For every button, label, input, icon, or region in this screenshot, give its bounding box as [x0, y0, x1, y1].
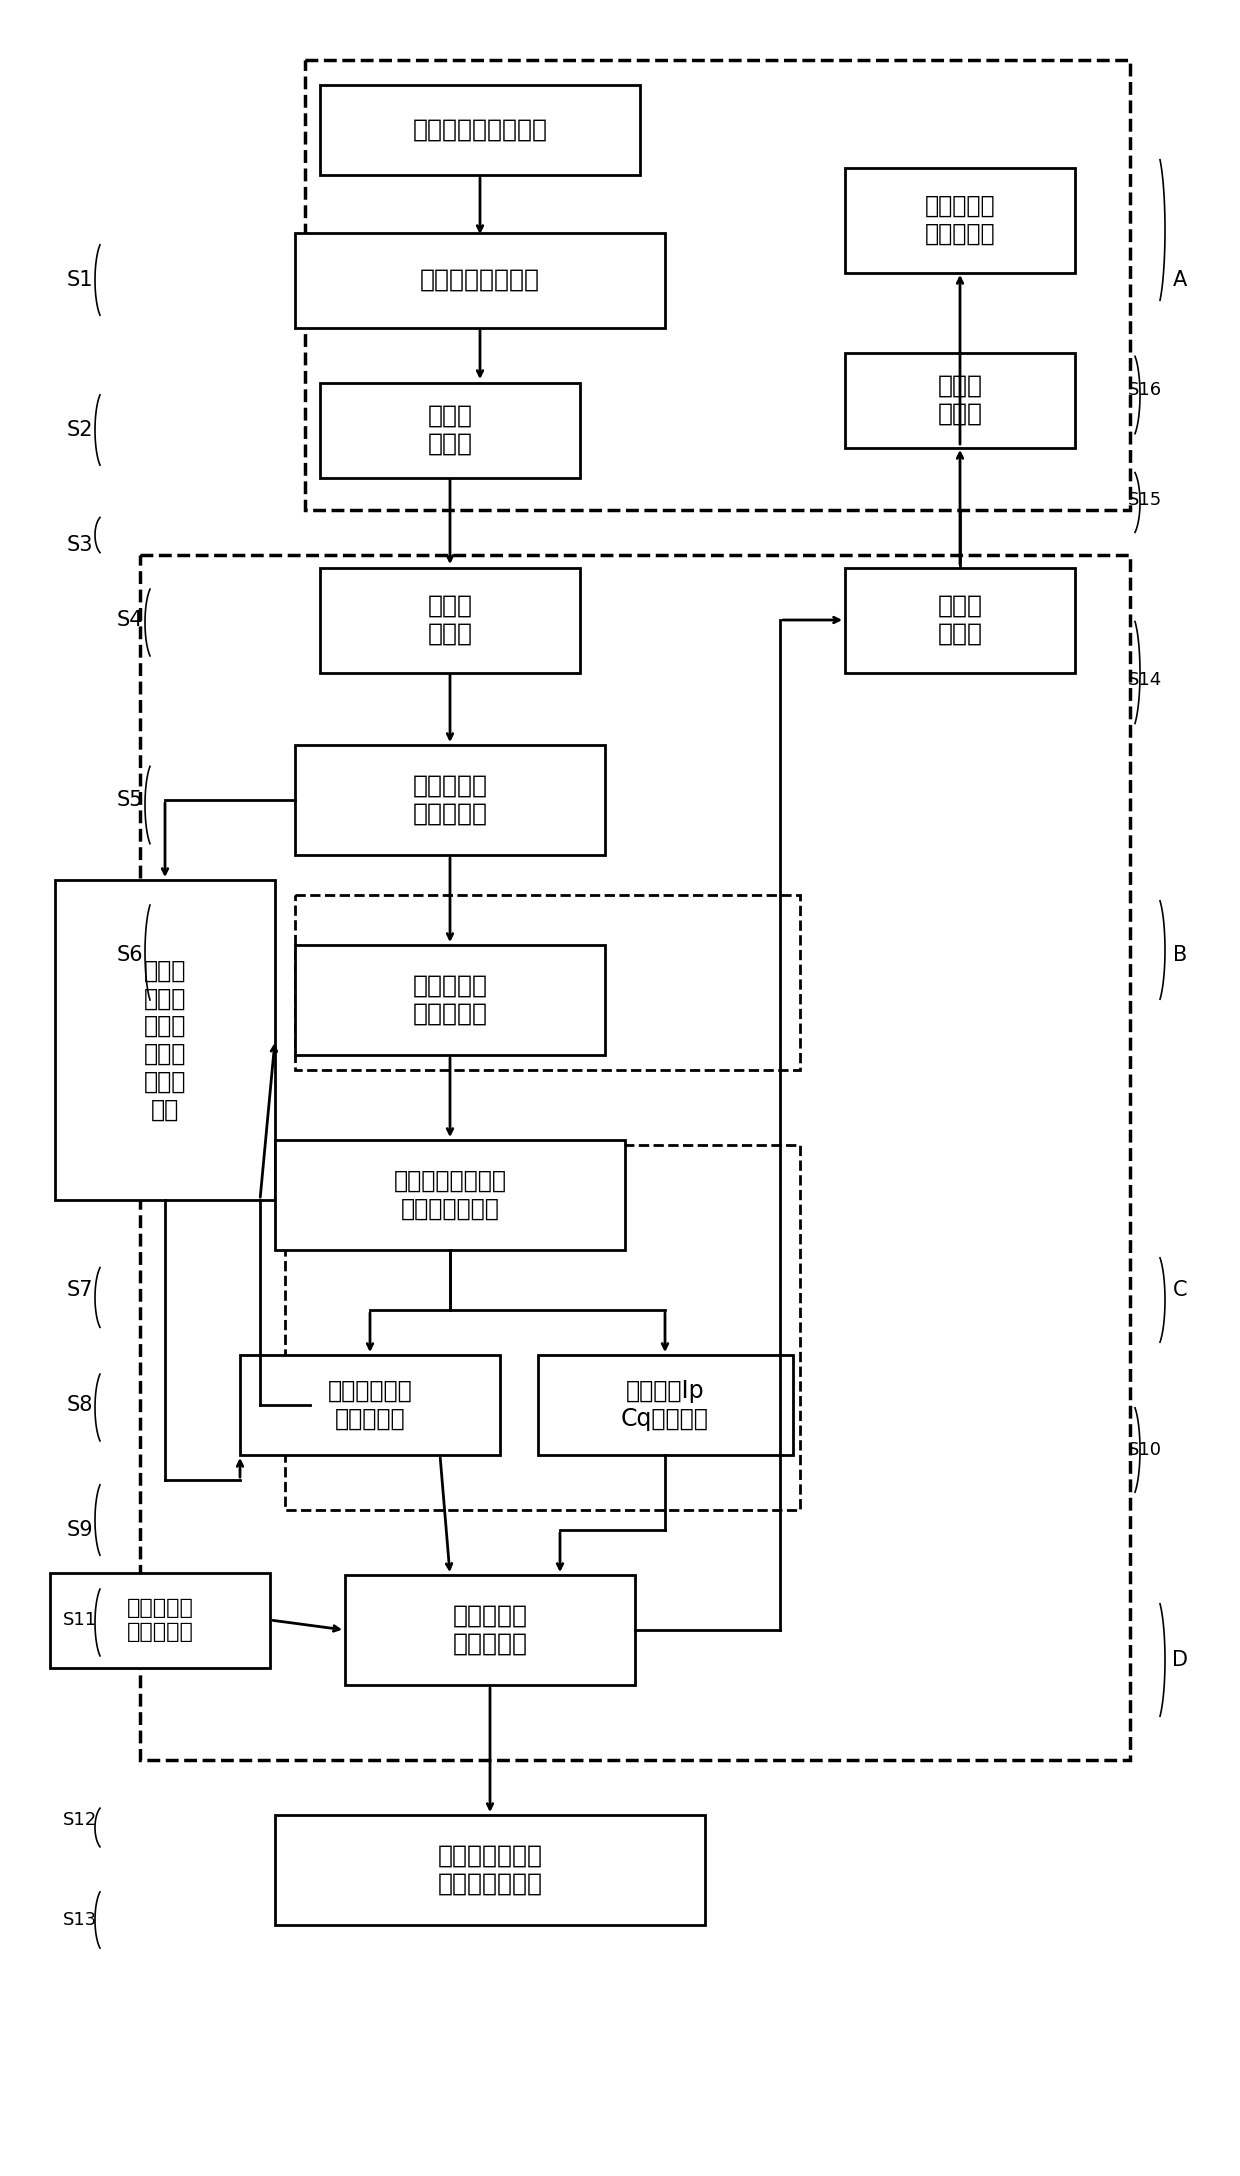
Text: S11: S11 — [63, 1610, 97, 1630]
Text: 振动信号模
式滤波计算: 振动信号模 式滤波计算 — [413, 975, 487, 1025]
Bar — [275, 1815, 706, 1926]
Bar — [320, 383, 580, 477]
Bar — [55, 879, 275, 1199]
Bar — [320, 85, 640, 174]
Bar — [295, 744, 605, 855]
Text: 控制信
息接收: 控制信 息接收 — [937, 374, 982, 426]
Text: S8: S8 — [67, 1395, 93, 1414]
Text: S5: S5 — [117, 790, 144, 809]
Text: 振动信号高
低分频处理: 振动信号高 低分频处理 — [413, 775, 487, 827]
Bar — [345, 1575, 635, 1684]
Text: 控制信
息发送: 控制信 息发送 — [937, 594, 982, 646]
Bar — [295, 894, 800, 1071]
Text: S15: S15 — [1128, 492, 1162, 509]
Text: 时频子波的分离、
分类与识别处理: 时频子波的分离、 分类与识别处理 — [393, 1169, 506, 1221]
Text: 振动信
号接收: 振动信 号接收 — [428, 594, 472, 646]
Text: D: D — [1172, 1649, 1188, 1669]
Text: S6: S6 — [117, 944, 144, 964]
Text: S7: S7 — [67, 1279, 93, 1299]
Text: A: A — [1173, 270, 1187, 289]
Text: 刀具破磨损
状态知识库: 刀具破磨损 状态知识库 — [126, 1599, 193, 1641]
Text: 信号的分离、
分类与重构: 信号的分离、 分类与重构 — [327, 1380, 413, 1432]
Text: S13: S13 — [63, 1911, 97, 1928]
Bar — [844, 353, 1075, 448]
Bar — [295, 944, 605, 1055]
Text: 分离信号Ip
Cq参数统计: 分离信号Ip Cq参数统计 — [621, 1380, 709, 1432]
Text: 信号的
数字化
音频测
试与辅
助识别
处理: 信号的 数字化 音频测 试与辅 助识别 处理 — [144, 957, 186, 1121]
Bar — [537, 1356, 792, 1456]
Text: S14: S14 — [1128, 670, 1162, 690]
Text: C: C — [1173, 1279, 1187, 1299]
Text: 刀具破磨损状态
的系统终端显示: 刀具破磨损状态 的系统终端显示 — [438, 1843, 543, 1895]
Text: S16: S16 — [1128, 381, 1162, 398]
Bar — [275, 1140, 625, 1249]
Bar — [295, 233, 665, 329]
Bar — [844, 568, 1075, 672]
Bar — [241, 1356, 500, 1456]
Text: S10: S10 — [1128, 1441, 1162, 1458]
Text: 机床切削、磨削加工: 机床切削、磨削加工 — [413, 118, 548, 141]
Text: S2: S2 — [67, 420, 93, 440]
Bar — [320, 568, 580, 672]
Text: 刀具振动信号采集: 刀具振动信号采集 — [420, 268, 539, 292]
Bar — [140, 555, 1130, 1760]
Text: S3: S3 — [67, 535, 93, 555]
Bar — [305, 61, 1130, 509]
Text: B: B — [1173, 944, 1187, 964]
Text: 刀具破磨损
状态的识别: 刀具破磨损 状态的识别 — [453, 1604, 527, 1656]
Text: 振动信
号传输: 振动信 号传输 — [428, 405, 472, 457]
Text: S9: S9 — [67, 1521, 93, 1541]
Text: S1: S1 — [67, 270, 93, 289]
Bar — [285, 1145, 800, 1510]
Text: S12: S12 — [63, 1810, 97, 1830]
Bar — [844, 168, 1075, 272]
Text: S4: S4 — [117, 609, 144, 631]
Text: 刀具破磨损
的预警显示: 刀具破磨损 的预警显示 — [925, 194, 996, 246]
Bar — [50, 1573, 270, 1667]
